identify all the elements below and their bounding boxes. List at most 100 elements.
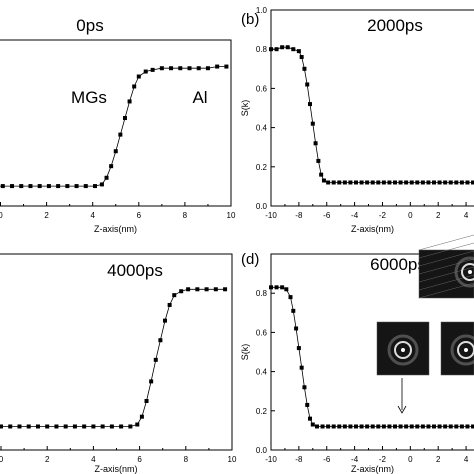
plot-frame (270, 9, 474, 207)
x-tick-label: 6 (137, 455, 142, 464)
x-tick-label: 2 (44, 211, 49, 220)
data-point (299, 365, 304, 370)
y-tick-label: 0.8 (256, 45, 268, 54)
data-point (437, 424, 442, 429)
data-point (119, 424, 124, 429)
panel-label: (b) (241, 11, 259, 28)
y-tick-label: 0.2 (256, 163, 268, 172)
x-tick-label: 10 (227, 211, 236, 220)
data-point (172, 293, 177, 298)
inset-halo (450, 334, 474, 366)
series-line (0, 66, 227, 187)
data-point (132, 84, 137, 89)
y-tick-label: 0.2 (256, 407, 268, 416)
x-tick-label: -4 (351, 455, 359, 464)
data-point (296, 346, 301, 351)
data-point (274, 47, 279, 52)
plot-frame (0, 253, 233, 451)
inset-grid-line (418, 258, 474, 275)
data-point (359, 180, 364, 185)
y-tick-label: 0.4 (256, 368, 268, 377)
data-point (17, 424, 22, 429)
data-point (127, 99, 132, 104)
chart-panel-a: -6-4-20246810Z-axis(nm)0ps (0, 16, 236, 234)
x-tick-label: -10 (265, 455, 277, 464)
data-point (454, 424, 459, 429)
data-point (291, 47, 296, 52)
data-point (100, 424, 105, 429)
diffraction-inset-top (418, 234, 474, 299)
x-tick-label: -8 (295, 455, 303, 464)
y-tick-label: 0.6 (256, 328, 268, 337)
data-point (163, 318, 168, 323)
data-point (348, 424, 353, 429)
data-point (319, 172, 324, 177)
data-point (459, 180, 464, 185)
time-label: 0ps (76, 16, 103, 35)
data-point (359, 424, 364, 429)
data-point (204, 287, 209, 292)
plot-frame (270, 253, 474, 451)
x-tick-label: 2 (436, 211, 441, 220)
data-point (144, 399, 149, 403)
x-tick-label: 0 (408, 211, 413, 220)
data-point (104, 175, 109, 180)
diffraction-inset-left (376, 321, 430, 376)
data-point (365, 424, 370, 429)
data-point (122, 116, 127, 121)
data-point (195, 287, 200, 292)
time-label: 4000ps (107, 261, 163, 280)
x-tick-label: 8 (184, 455, 189, 464)
data-point (46, 184, 51, 189)
data-point (316, 158, 321, 163)
data-point (321, 178, 326, 183)
data-point (326, 180, 331, 185)
inset-grid-line (418, 250, 474, 267)
inset-ring (457, 341, 474, 359)
data-point (54, 424, 59, 429)
data-point (471, 424, 474, 429)
data-point (280, 285, 285, 290)
data-point (305, 82, 310, 87)
x-tick-label: -4 (351, 211, 359, 220)
x-axis-label: Z-axis(nm) (94, 224, 137, 234)
inset-halo (454, 256, 474, 288)
data-point (465, 424, 470, 429)
data-point (432, 424, 437, 429)
inset-center (464, 348, 468, 352)
x-tick-label: 10 (228, 455, 237, 464)
data-point (158, 338, 163, 343)
data-point (280, 45, 285, 50)
data-point (65, 184, 70, 189)
data-point (118, 132, 123, 137)
diffraction-inset-right (440, 321, 474, 376)
data-point (331, 180, 336, 185)
data-point (28, 184, 33, 189)
inset-grid-line (418, 266, 474, 283)
x-tick-label: -10 (265, 211, 277, 220)
data-point (337, 180, 342, 185)
data-point (291, 308, 296, 313)
inset-ring (461, 263, 474, 281)
data-point (45, 424, 50, 429)
data-point (310, 121, 315, 126)
data-point (179, 289, 184, 294)
data-point (10, 184, 15, 189)
y-tick-label: 0.0 (256, 446, 268, 455)
data-point (8, 424, 13, 429)
data-point (93, 184, 98, 189)
data-point (186, 287, 191, 292)
data-point (415, 180, 420, 185)
x-tick-label: -6 (323, 211, 331, 220)
chart-panel-d: -10 -8 -6 -4 -2 0 2 4 0.0 0.2 0.4 0.6 0.8 Z-axis(nm) S… (240, 251, 474, 474)
data-point (187, 66, 192, 71)
x-tick-label: 0 (408, 455, 413, 464)
x-tick-label: 0 (0, 211, 3, 220)
y-axis-label: S(k) (240, 344, 250, 361)
data-point (35, 424, 40, 429)
data-point (213, 287, 218, 292)
data-point (310, 422, 315, 427)
y-axis-label: S(k) (240, 100, 250, 117)
data-point (159, 66, 164, 71)
